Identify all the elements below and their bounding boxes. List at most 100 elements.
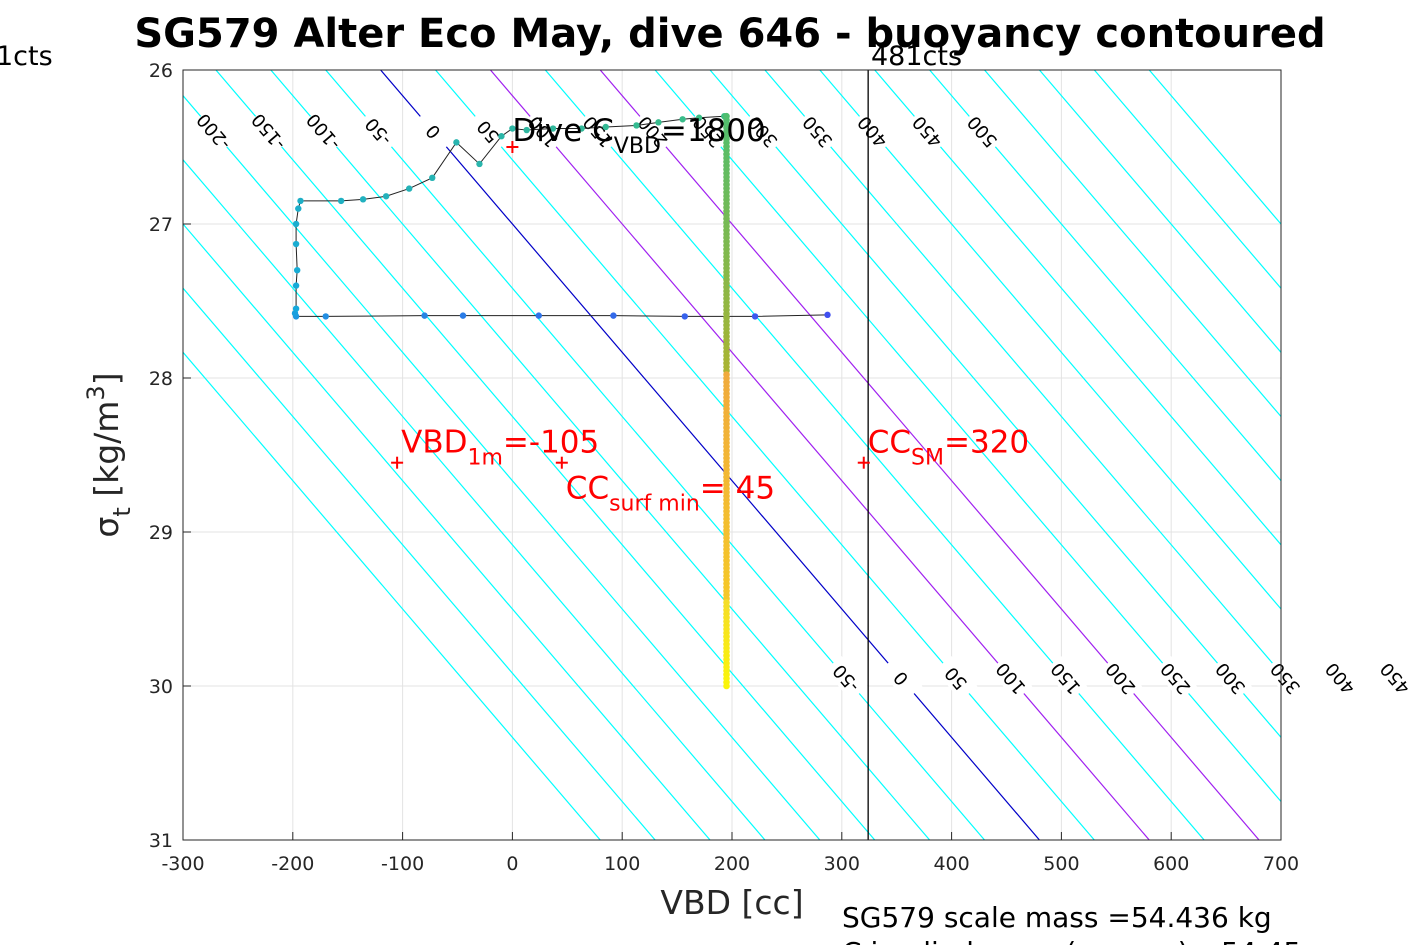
profile-point (476, 160, 483, 168)
x-tick-label: 700 (1263, 853, 1299, 875)
contour-line (183, 287, 656, 840)
contour-label: -150 (248, 109, 291, 154)
profile-point (421, 312, 428, 319)
profile-point (549, 125, 557, 132)
contour-line (654, 70, 1281, 803)
y-label-sup: 3 (82, 385, 110, 400)
annotation-label: Dive CVBD=1800 (512, 113, 765, 159)
profile-point (297, 197, 304, 205)
profile-point (429, 174, 436, 181)
profile-point (292, 240, 300, 248)
dive-profile (291, 113, 831, 320)
profile-point (824, 311, 831, 319)
contour-line (929, 70, 1281, 482)
profile-point (459, 312, 467, 319)
min-count-label: 1cts (0, 41, 53, 72)
contour-line (1038, 70, 1281, 354)
profile-point (751, 313, 759, 320)
y-label-sub: t (108, 507, 136, 516)
x-tick-label: 500 (1043, 853, 1079, 875)
contour-line (1148, 70, 1281, 225)
profile-point (292, 220, 300, 228)
y-label-close: ] (87, 372, 126, 385)
y-label-symbol: σ (87, 517, 126, 538)
contour-line (183, 223, 711, 840)
profile-point (578, 125, 585, 132)
annotation-label: CCsurf min= 45 (566, 471, 775, 517)
contour-line (215, 70, 876, 840)
profile-point (633, 122, 640, 129)
profile-point (695, 114, 703, 121)
contour-line (325, 70, 985, 840)
contour-label: -100 (303, 109, 346, 154)
contour-line (544, 70, 1205, 840)
contour-line (489, 70, 1150, 840)
profile-point (293, 267, 301, 274)
profile-point (602, 123, 609, 131)
contour-line (183, 94, 821, 840)
y-tick-label: 26 (149, 60, 173, 82)
buoyancy-contours (183, 70, 1281, 840)
profile-point (295, 205, 302, 212)
climb-point (723, 682, 730, 690)
x-tick-label: 600 (1153, 853, 1189, 875)
chart-title: SG579 Alter Eco May, dive 646 - buoyancy… (134, 11, 1325, 57)
x-tick-label: 200 (714, 853, 750, 875)
contour-line (599, 70, 1260, 840)
profile-point (359, 196, 367, 203)
x-tick-label: 300 (824, 853, 860, 875)
profile-point (405, 185, 413, 192)
profile-point (292, 305, 300, 312)
x-tick-label: -300 (161, 853, 204, 875)
profile-point (681, 313, 688, 320)
profile-point (523, 126, 530, 134)
contour-line (183, 158, 766, 840)
contour-line (270, 70, 931, 840)
contour-line (984, 70, 1281, 418)
x-tick-label: 0 (506, 853, 518, 875)
y-tick-label: 30 (149, 676, 173, 698)
max-count-label: 481cts (871, 41, 962, 72)
y-tick-label: 27 (149, 214, 173, 236)
svg-text:σt [kg/m3]: σt [kg/m3] (82, 372, 136, 537)
profile-point (382, 193, 390, 200)
y-ticks: 26 27 28 29 30 31 (149, 60, 191, 852)
scale-mass-note: SG579 scale mass =54.436 kg (842, 901, 1272, 934)
y-tick-label: 31 (149, 830, 173, 852)
contour-line (764, 70, 1281, 675)
contour-line (1093, 70, 1281, 290)
profile-point (292, 282, 300, 289)
implied-mass-note: C implied mass (spongy) =54.45 (842, 936, 1301, 945)
profile-point (535, 312, 542, 319)
annotation-label: CCSM=320 (868, 425, 1029, 471)
contour-line (380, 70, 1040, 840)
x-axis-label: VBD [cc] (660, 883, 803, 922)
profile-point (498, 133, 505, 140)
x-tick-label: -200 (271, 853, 314, 875)
profile-point (610, 312, 617, 319)
contour-label: -200 (193, 109, 236, 154)
contour-line (819, 70, 1281, 610)
x-tick-label: 400 (933, 853, 969, 875)
profile-point (453, 139, 460, 146)
profile-point (509, 125, 516, 132)
profile-point (679, 116, 686, 123)
x-ticks: -300 -200 -100 0 100 200 300 400 500 600 700 (161, 832, 1299, 875)
contour-line (435, 70, 1095, 840)
annotation-label: VBD1m=-105 (401, 425, 599, 471)
x-tick-label: -100 (381, 853, 424, 875)
profile-point (655, 119, 662, 126)
climb-column (723, 112, 730, 690)
y-label-units: [kg/m (87, 401, 126, 508)
y-tick-label: 29 (149, 522, 173, 544)
contour-line (709, 70, 1281, 739)
y-tick-label: 28 (149, 368, 173, 390)
profile-point (322, 313, 329, 320)
contour-line (183, 351, 601, 840)
grid (182, 69, 1282, 841)
profile-point (337, 197, 345, 205)
x-tick-label: 100 (604, 853, 640, 875)
y-axis-label: σt [kg/m3] (82, 372, 136, 537)
